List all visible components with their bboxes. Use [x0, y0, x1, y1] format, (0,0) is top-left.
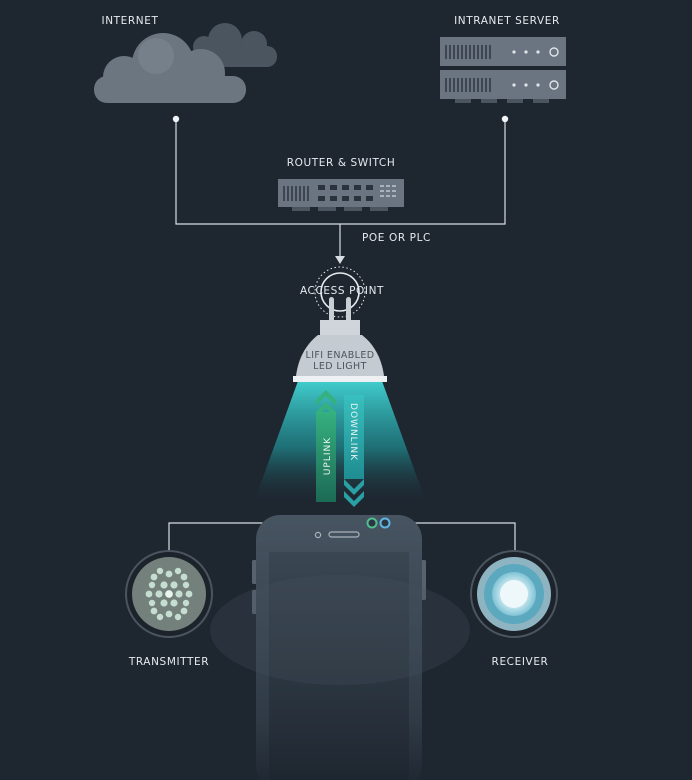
receiver-icon [470, 550, 558, 638]
internet-label: INTERNET [102, 15, 159, 27]
led-light-label-line2: LED LIGHT [313, 361, 367, 372]
router-icon [278, 179, 404, 211]
internet-node [172, 115, 180, 123]
poe-or-plc-label: POE OR PLC [362, 232, 431, 244]
receiver-label: RECEIVER [492, 656, 549, 668]
downlink-arrow [344, 395, 364, 507]
cloud-icon [94, 23, 277, 103]
server-icon [440, 37, 566, 103]
transmitter-icon [125, 550, 213, 638]
server-vents-top [445, 45, 491, 59]
led-light-label-line1: LIFI ENABLED [306, 350, 375, 361]
server-vents-bottom [445, 78, 491, 92]
internet-connector [175, 119, 340, 225]
led-bulb-icon [293, 297, 387, 382]
downlink-label: DOWNLINK [348, 403, 358, 461]
smartphone-icon [210, 515, 470, 780]
router-switch-label: ROUTER & SWITCH [287, 157, 396, 169]
phone-led-transmit [366, 517, 378, 529]
server-connector [340, 119, 506, 225]
intranet-server-label: INTRANET SERVER [454, 15, 560, 27]
receiver-connector [387, 522, 516, 551]
uplink-arrow [316, 390, 336, 502]
uplink-label: UPLINK [323, 437, 333, 475]
access-point-label: ACCESS POINT [300, 285, 384, 297]
server-node [501, 115, 509, 123]
phone-led-receive [379, 517, 391, 529]
wifi-icon [314, 266, 366, 318]
light-beam [254, 381, 426, 502]
transmitter-label: TRANSMITTER [128, 656, 209, 668]
poe-arrow [335, 256, 345, 264]
